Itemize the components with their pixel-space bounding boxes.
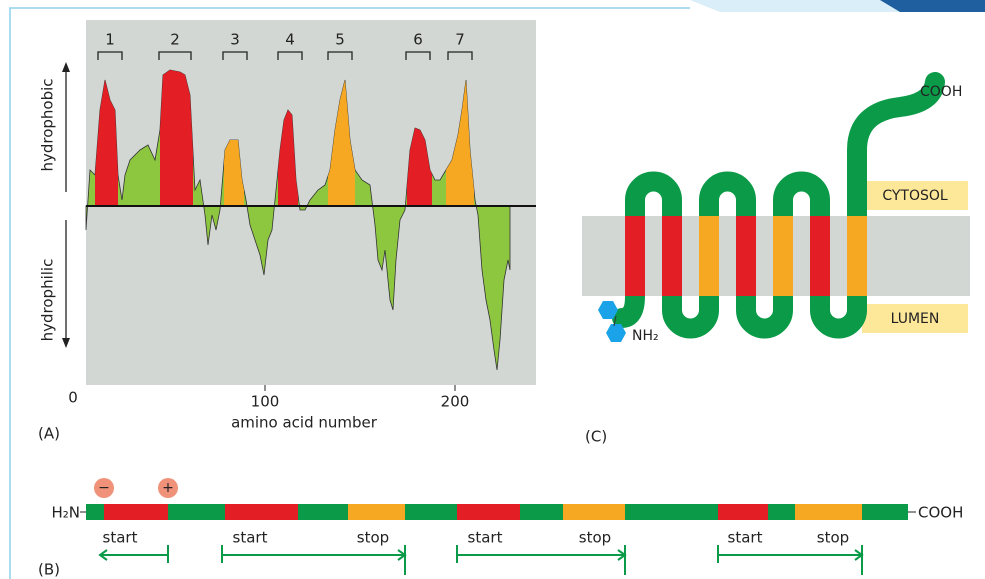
bar-segment bbox=[625, 504, 718, 520]
segment-number: 7 bbox=[455, 31, 465, 49]
signal-label: start bbox=[103, 529, 138, 547]
signal-label: stop bbox=[357, 529, 389, 547]
arrowhead bbox=[62, 338, 70, 348]
tm-segment bbox=[625, 216, 645, 296]
tm-segment bbox=[847, 216, 867, 296]
bar-segment bbox=[520, 504, 563, 520]
bar-segment bbox=[168, 504, 225, 520]
segment-number: 3 bbox=[230, 31, 240, 49]
bar-segment bbox=[86, 504, 104, 520]
segment-number: 1 bbox=[105, 31, 115, 49]
n-terminus: H₂N bbox=[51, 504, 80, 522]
arrows bbox=[100, 545, 862, 575]
segment-number: 2 bbox=[170, 31, 180, 49]
bar-segment bbox=[225, 504, 298, 520]
tm-segment bbox=[662, 216, 682, 296]
panel-label: (A) bbox=[38, 425, 60, 443]
y-label-top: hydrophobic bbox=[39, 78, 57, 171]
panel-label: (C) bbox=[585, 428, 607, 446]
bar-segment bbox=[298, 504, 348, 520]
lumen-label: LUMEN bbox=[891, 311, 940, 327]
bar-segment bbox=[768, 504, 795, 520]
arrowhead bbox=[62, 62, 70, 72]
bar-segment bbox=[862, 504, 908, 520]
c-terminus: COOH bbox=[918, 504, 963, 522]
bar-segment bbox=[405, 504, 457, 520]
segment-number: 4 bbox=[285, 31, 295, 49]
signal-label: start bbox=[468, 529, 503, 547]
bar-segment bbox=[348, 504, 405, 520]
signal-label: start bbox=[728, 529, 763, 547]
tm-segment bbox=[773, 216, 793, 296]
y-label-bottom: hydrophilic bbox=[39, 259, 57, 342]
n-terminus: NH₂ bbox=[632, 328, 659, 344]
panel-label: (B) bbox=[38, 561, 60, 579]
c-terminus: COOH bbox=[920, 84, 962, 100]
segment-number: 6 bbox=[413, 31, 423, 49]
figure: 1 2 3 4 5 6 7 hydrophobic hydrophilic 0 100 20… bbox=[0, 0, 985, 579]
signal-labels: start start stop start stop start stop bbox=[103, 529, 850, 547]
tm-segment bbox=[699, 216, 719, 296]
bar-segment bbox=[795, 504, 862, 520]
tm-segment bbox=[810, 216, 830, 296]
sequence-bar bbox=[86, 504, 908, 520]
signal-label: stop bbox=[579, 529, 611, 547]
cytosol-label: CYTOSOL bbox=[882, 188, 948, 204]
bar-segment bbox=[718, 504, 768, 520]
signal-label: stop bbox=[817, 529, 849, 547]
x-tick-label: 100 bbox=[251, 393, 280, 411]
x-tick-label: 200 bbox=[441, 393, 470, 411]
bar-segment bbox=[457, 504, 520, 520]
x-axis-label: amino acid number bbox=[231, 414, 378, 432]
bar-segment bbox=[104, 504, 168, 520]
charge-label: − bbox=[98, 480, 110, 496]
tm-segment bbox=[736, 216, 756, 296]
signal-label: start bbox=[233, 529, 268, 547]
bar-segment bbox=[563, 504, 625, 520]
segment-number: 5 bbox=[335, 31, 345, 49]
x-tick-label: 0 bbox=[68, 389, 78, 407]
charge-label: + bbox=[162, 480, 174, 496]
